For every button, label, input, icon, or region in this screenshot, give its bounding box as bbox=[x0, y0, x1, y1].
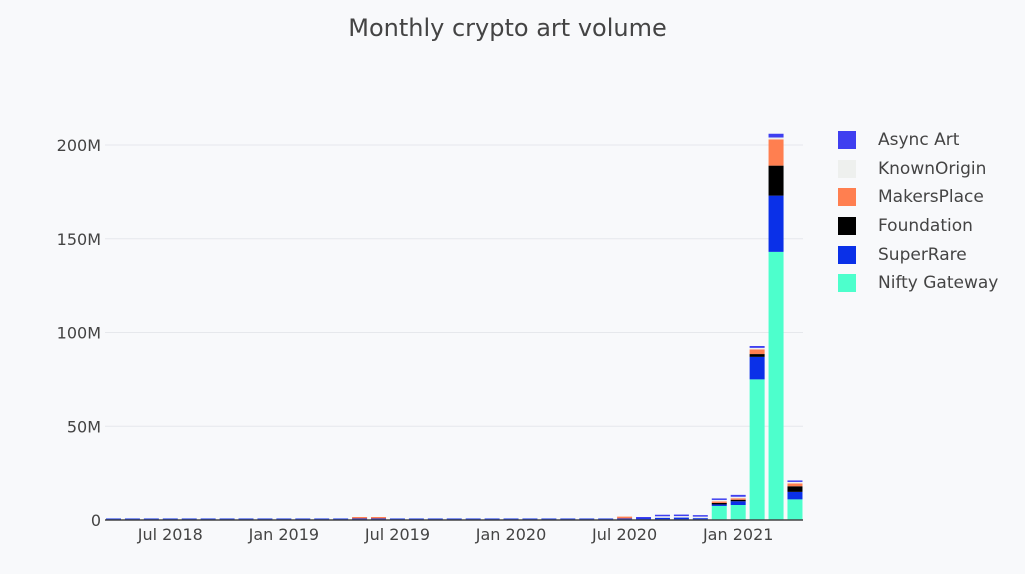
bar-knownorigin bbox=[787, 481, 803, 484]
bar-async-art bbox=[730, 494, 746, 497]
bar-superrare bbox=[787, 491, 803, 500]
bar-async-art bbox=[787, 480, 803, 482]
y-tick-label: 50M bbox=[67, 417, 101, 436]
legend-swatch bbox=[838, 217, 856, 236]
bar-foundation bbox=[749, 354, 765, 357]
bar-async-art bbox=[673, 514, 689, 517]
legend-label: Nifty Gateway bbox=[878, 273, 999, 294]
bar-nifty-gateway bbox=[768, 251, 784, 520]
bar-async-art bbox=[636, 517, 652, 519]
legend-label: Async Art bbox=[878, 130, 960, 151]
bar-makersplace bbox=[711, 501, 727, 503]
y-tick-label: 150M bbox=[57, 230, 101, 249]
legend-item[interactable]: Foundation bbox=[838, 212, 998, 241]
bar-nifty-gateway bbox=[749, 379, 765, 520]
legend-label: SuperRare bbox=[878, 244, 967, 265]
bar-knownorigin bbox=[749, 347, 765, 350]
legend-swatch bbox=[838, 274, 856, 293]
bar-makersplace bbox=[617, 516, 633, 519]
bar-makersplace bbox=[371, 517, 387, 519]
legend-swatch bbox=[838, 245, 856, 264]
legend-label: MakersPlace bbox=[878, 187, 984, 208]
x-tick-label: Jul 2019 bbox=[364, 525, 430, 544]
legend-item[interactable]: MakersPlace bbox=[838, 183, 998, 212]
bar-makersplace bbox=[749, 349, 765, 355]
bar-superrare bbox=[692, 518, 708, 520]
bar-makersplace bbox=[352, 517, 368, 519]
bar-makersplace bbox=[768, 139, 784, 166]
bar-async-art bbox=[711, 498, 727, 500]
bar-async-art bbox=[692, 515, 708, 517]
bar-makersplace bbox=[730, 498, 746, 500]
bar-foundation bbox=[787, 486, 803, 492]
legend-item[interactable]: Async Art bbox=[838, 126, 998, 155]
bar-superrare bbox=[654, 517, 670, 520]
legend-item[interactable]: SuperRare bbox=[838, 240, 998, 269]
legend-item[interactable]: KnownOrigin bbox=[838, 155, 998, 184]
x-tick-label: Jul 2020 bbox=[591, 525, 657, 544]
y-tick-label: 0 bbox=[91, 511, 101, 530]
bar-nifty-gateway bbox=[787, 499, 803, 520]
bar-knownorigin bbox=[730, 496, 746, 499]
x-tick-label: Jan 2019 bbox=[248, 525, 319, 544]
legend-item[interactable]: Nifty Gateway bbox=[838, 269, 998, 298]
bar-superrare bbox=[730, 501, 746, 505]
bar-knownorigin bbox=[768, 137, 784, 140]
legend-label: Foundation bbox=[878, 216, 973, 237]
y-tick-label: 200M bbox=[57, 136, 101, 155]
x-tick-label: Jul 2018 bbox=[137, 525, 203, 544]
y-tick-label: 100M bbox=[57, 324, 101, 343]
legend-swatch bbox=[838, 188, 856, 207]
bar-foundation bbox=[730, 499, 746, 502]
bar-async-art bbox=[749, 346, 765, 348]
bar-superrare bbox=[749, 356, 765, 380]
legend: Async Art KnownOrigin MakersPlace Foundatio… bbox=[838, 126, 998, 298]
x-tick-label: Jan 2021 bbox=[702, 525, 773, 544]
legend-swatch bbox=[838, 159, 856, 178]
x-tick-label: Jan 2020 bbox=[475, 525, 546, 544]
bar-async-art bbox=[654, 514, 670, 517]
bar-makersplace bbox=[787, 483, 803, 487]
bar-knownorigin bbox=[654, 516, 670, 518]
bar-superrare bbox=[711, 504, 727, 506]
bar-foundation bbox=[768, 165, 784, 196]
bar-knownorigin bbox=[711, 499, 727, 502]
bar-superrare bbox=[673, 517, 689, 520]
bar-nifty-gateway bbox=[711, 505, 727, 520]
bar-superrare bbox=[768, 195, 784, 252]
legend-label: KnownOrigin bbox=[878, 158, 987, 179]
legend-swatch bbox=[838, 131, 856, 150]
bar-async-art bbox=[768, 133, 784, 138]
chart-title: Monthly crypto art volume bbox=[348, 14, 667, 42]
bar-nifty-gateway bbox=[730, 505, 746, 520]
bar-foundation bbox=[711, 502, 727, 505]
bar-knownorigin bbox=[673, 516, 689, 518]
bar-knownorigin bbox=[692, 516, 708, 519]
